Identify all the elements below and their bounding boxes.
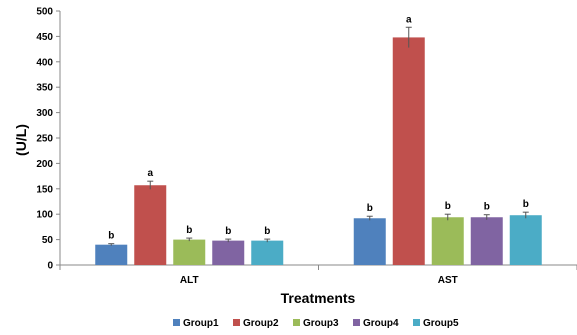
legend-swatch xyxy=(173,319,180,326)
significance-label: b xyxy=(523,199,529,210)
legend-swatch xyxy=(413,319,420,326)
legend-label: Group2 xyxy=(243,318,279,329)
y-tick-label: 350 xyxy=(36,83,53,94)
bar xyxy=(432,217,464,265)
y-tick-label: 100 xyxy=(36,210,53,221)
significance-label: b xyxy=(367,203,373,214)
bar xyxy=(173,240,205,265)
bar xyxy=(510,215,542,265)
bars: b a b b b b a b b b xyxy=(95,14,542,265)
y-tick-label: 150 xyxy=(36,184,53,195)
significance-label: b xyxy=(108,231,114,242)
y-tick-label: 500 xyxy=(36,7,53,18)
bar xyxy=(212,241,244,265)
legend-label: Group1 xyxy=(183,318,219,329)
significance-label: a xyxy=(406,14,412,25)
y-axis: 0 50 100 150 200 250 300 350 400 450 500 xyxy=(36,7,60,272)
legend: Group1 Group2 Group3 Group4 Group5 xyxy=(173,318,459,329)
bar xyxy=(354,218,386,265)
significance-label: b xyxy=(225,226,231,237)
legend-label: Group4 xyxy=(363,318,399,329)
y-tick-label: 250 xyxy=(36,134,53,145)
significance-label: b xyxy=(186,225,192,236)
significance-label: a xyxy=(147,168,153,179)
legend-swatch xyxy=(353,319,360,326)
bar xyxy=(393,37,425,265)
bar xyxy=(95,245,127,265)
y-tick-label: 0 xyxy=(47,261,53,272)
legend-swatch xyxy=(233,319,240,326)
y-axis-title: (U/L) xyxy=(13,124,29,156)
y-tick-label: 300 xyxy=(36,108,53,119)
significance-label: b xyxy=(484,202,490,213)
significance-label: b xyxy=(445,201,451,212)
x-axis: ALT AST xyxy=(60,265,577,286)
bar xyxy=(134,185,166,265)
legend-label: Group5 xyxy=(423,318,459,329)
y-tick-label: 400 xyxy=(36,57,53,68)
y-tick-label: 200 xyxy=(36,159,53,170)
x-tick-label: AST xyxy=(438,275,458,286)
y-tick-label: 450 xyxy=(36,32,53,43)
bar xyxy=(251,241,283,265)
x-tick-label: ALT xyxy=(180,275,199,286)
legend-swatch xyxy=(293,319,300,326)
x-axis-title: Treatments xyxy=(281,290,356,306)
significance-label: b xyxy=(264,226,270,237)
y-tick-label: 50 xyxy=(42,235,54,246)
bar xyxy=(471,217,503,265)
legend-label: Group3 xyxy=(303,318,339,329)
